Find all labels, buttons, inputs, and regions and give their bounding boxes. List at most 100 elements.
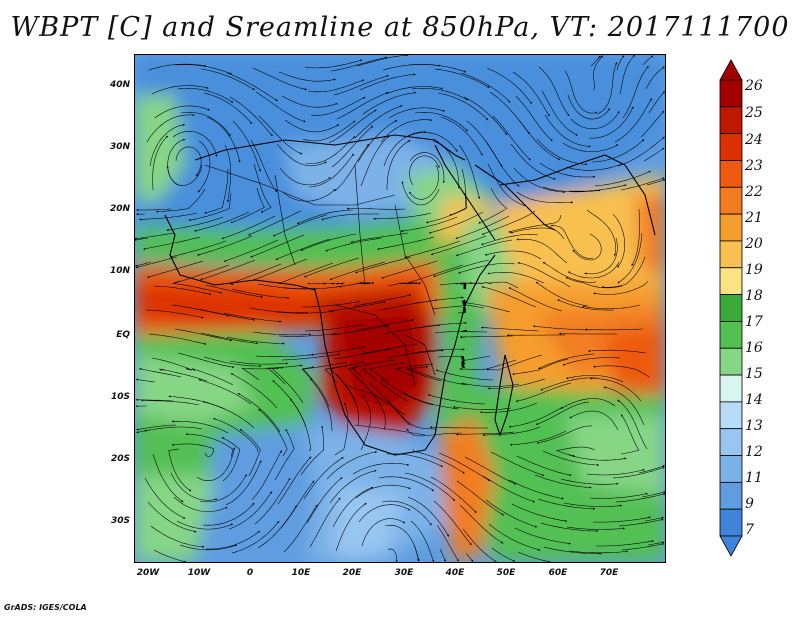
streamline: [229, 96, 273, 137]
streamline: [644, 516, 664, 522]
streamline: [154, 105, 210, 119]
streamline: [427, 394, 486, 405]
lat-label-eq: EQ: [116, 330, 130, 340]
streamline: [278, 262, 334, 284]
colorbar: [719, 59, 743, 557]
streamline: [487, 163, 526, 207]
streamline: [277, 456, 312, 505]
streamline: [333, 348, 392, 360]
streamline: [410, 520, 435, 562]
streamline: [541, 90, 578, 136]
streamline: [170, 472, 218, 501]
streamline: [275, 310, 335, 314]
streamline: [407, 264, 464, 284]
streamlines: [135, 55, 665, 562]
streamline: [177, 352, 235, 369]
streamline: [199, 474, 247, 503]
streamline: [146, 113, 195, 143]
streamline: [478, 187, 508, 224]
streamline: [326, 451, 378, 480]
streamline: [381, 379, 434, 406]
streamline: [512, 71, 550, 117]
streamline: [463, 96, 508, 136]
streamline: [409, 152, 445, 184]
streamline: [301, 361, 348, 380]
streamline: [197, 235, 253, 256]
wbpt-field-map: [135, 55, 665, 562]
streamline: [511, 503, 568, 523]
streamline: [203, 92, 253, 125]
streamline: [406, 428, 463, 437]
streamline: [302, 366, 330, 408]
colorbar-swatch: [719, 481, 743, 510]
streamline: [278, 332, 338, 337]
streamline: [204, 169, 229, 214]
streamline: [223, 239, 279, 262]
streamline: [569, 410, 619, 431]
streamline: [332, 486, 374, 528]
streamline: [481, 286, 537, 308]
streamline: [491, 547, 516, 562]
streamline: [361, 518, 406, 547]
streamline: [283, 504, 318, 553]
streamline: [310, 378, 333, 432]
streamline: [516, 191, 574, 204]
streamline: [329, 261, 386, 281]
streamline: [455, 431, 515, 436]
streamline: [307, 282, 345, 285]
streamline: [179, 544, 238, 551]
streamline: [484, 250, 542, 260]
streamline: [513, 167, 566, 194]
streamline: [455, 239, 513, 257]
streamline: [568, 184, 627, 192]
streamline: [250, 234, 305, 258]
colorbar-swatch: [719, 213, 743, 242]
streamline: [174, 64, 233, 75]
streamline: [616, 55, 625, 71]
streamline: [149, 123, 186, 167]
streamline: [565, 375, 624, 383]
streamline: [593, 55, 604, 91]
streamline: [306, 477, 343, 524]
streamline: [408, 321, 467, 330]
streamline: [171, 443, 215, 457]
streamline: [194, 211, 250, 232]
streamline: [617, 232, 643, 284]
streamline: [517, 551, 552, 562]
streamline: [638, 465, 665, 474]
streamline: [594, 170, 652, 187]
streamline: [460, 329, 487, 333]
colorbar-swatch: [719, 428, 743, 456]
streamline: [459, 504, 504, 544]
streamline: [354, 105, 403, 139]
streamline: [385, 349, 444, 359]
streamline: [432, 140, 461, 189]
streamline: [486, 67, 532, 104]
streamline: [388, 107, 446, 119]
colorbar-swatch: [719, 321, 743, 349]
streamline: [191, 368, 234, 386]
streamline: [359, 73, 416, 91]
streamline: [135, 237, 149, 241]
streamline: [350, 232, 409, 243]
colorbar-top-arrow: [719, 59, 743, 81]
streamline: [410, 369, 468, 386]
streamline: [377, 236, 435, 251]
streamline: [612, 213, 625, 268]
streamline: [586, 209, 617, 257]
streamline: [383, 130, 427, 167]
streamline: [331, 125, 373, 168]
streamline: [403, 392, 460, 410]
streamline: [586, 468, 645, 476]
streamline: [564, 70, 598, 114]
streamline: [249, 307, 308, 314]
streamline: [196, 447, 236, 481]
streamline: [464, 456, 517, 485]
streamline: [462, 528, 497, 562]
streamline: [252, 258, 308, 281]
lon-label-20w: 20W: [136, 568, 160, 578]
streamline: [596, 61, 618, 115]
lon-label-0: 0: [246, 568, 254, 578]
streamline: [508, 479, 564, 500]
streamline: [518, 119, 561, 161]
